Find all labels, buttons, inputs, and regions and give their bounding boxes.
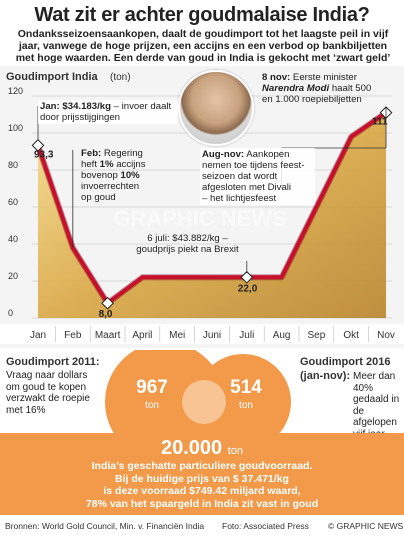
data-marker	[31, 139, 45, 152]
circle-2016	[195, 354, 291, 450]
annotation-jan-bold: Jan: $34.183/kg	[40, 101, 111, 112]
annotation-nov: 8 nov: Eerste minister Narendra Modi haa…	[262, 72, 372, 105]
reserve-value: 20.000 ton	[160, 437, 244, 459]
x-tick-label: Sep	[308, 330, 326, 341]
x-tick-label: Maart	[95, 330, 121, 341]
annotation-aug-nov: Aug-nov: Aankopen nemen toe tijdens fees…	[200, 148, 315, 205]
annotation-feb: Feb: Regering heft 1% accijns bovenop 10…	[81, 148, 146, 203]
y-tick-label: 100	[8, 123, 23, 133]
reserve-text: India’s geschatte particuliere goudvoorr…	[85, 460, 319, 510]
data-marker	[240, 270, 254, 284]
x-tick-label: Okt	[343, 330, 359, 341]
annotation-jan-text: – invoer daalt door prijsstijgingen	[40, 101, 172, 123]
annotation-juli: 6 juli: $43.882/kg – goudprijs piekt na …	[136, 233, 239, 255]
data-label: 111	[372, 117, 388, 128]
footer-sources: Bronnen: World Gold Council, Min. v. Fin…	[5, 521, 205, 531]
stat-2016-title: Goudimport 2016	[300, 356, 391, 368]
stat-2016-text: Meer dan 40% gedaald in de afgelopen vij…	[353, 371, 400, 440]
x-tick-label: April	[132, 330, 152, 341]
reserve-box	[0, 433, 404, 515]
data-label: 22,0	[238, 283, 258, 294]
footer-photo-credit: Foto: Associated Press	[222, 521, 309, 531]
subtitle-line: met hoge waarden. Een derde van goud in …	[15, 52, 391, 64]
x-tick-label: Feb	[64, 330, 82, 341]
stat-2011-text: Vraag naar dollars om goud te kopen verz…	[6, 370, 90, 416]
x-tick-label: Juni	[203, 330, 221, 341]
y-tick-label: 60	[8, 197, 18, 207]
modi-portrait-photo	[178, 70, 254, 146]
y-tick-label: 20	[8, 271, 18, 281]
circle-overlap	[182, 380, 226, 424]
x-tick-label: Juli	[239, 330, 254, 341]
data-label: 8,0	[99, 309, 113, 320]
subtitle-line: Ondanksseizoensaankopen, daalt de goudim…	[17, 28, 389, 40]
data-marker	[101, 296, 114, 310]
unit-2016: ton	[239, 400, 253, 411]
y-tick-label: 0	[8, 308, 13, 318]
subtitle: Ondanksseizoensaankopen, daalt de goudim…	[8, 28, 398, 64]
x-tick-label: Mei	[169, 330, 185, 341]
y-tick-label: 80	[8, 160, 18, 170]
x-tick-label: Jan	[30, 330, 46, 341]
stat-2011-title: Goudimport 2011:	[6, 356, 100, 368]
page-title: Wat zit er achter goudmalaise India?	[34, 4, 370, 26]
chart-ylabel-unit: (ton)	[110, 72, 131, 83]
x-tick-label: Aug	[273, 330, 291, 341]
value-2011: 967	[136, 377, 168, 398]
value-2016: 514	[230, 377, 262, 398]
chart-title: Goudimport India	[6, 71, 99, 83]
x-tick-label: Nov	[377, 330, 395, 341]
gold-area	[38, 112, 386, 319]
footer-credit: © GRAPHIC NEWS	[328, 521, 404, 531]
x-axis-band	[0, 324, 404, 344]
subtitle-line: jaar, vanwege de hoge prijzen, een accij…	[18, 40, 388, 52]
stat-2016-subtitle: (jan-nov):	[300, 370, 351, 382]
data-label: 93,3	[34, 149, 54, 160]
footer: Bronnen: World Gold Council, Min. v. Fin…	[0, 516, 404, 535]
annotation-jan: Jan: $34.183/kg – invoer daalt door prij…	[38, 100, 178, 124]
y-tick-label: 40	[8, 234, 18, 244]
y-tick-label: 120	[8, 86, 23, 96]
unit-2011: ton	[145, 400, 159, 411]
watermark: GRAPHIC NEWS	[113, 206, 287, 231]
